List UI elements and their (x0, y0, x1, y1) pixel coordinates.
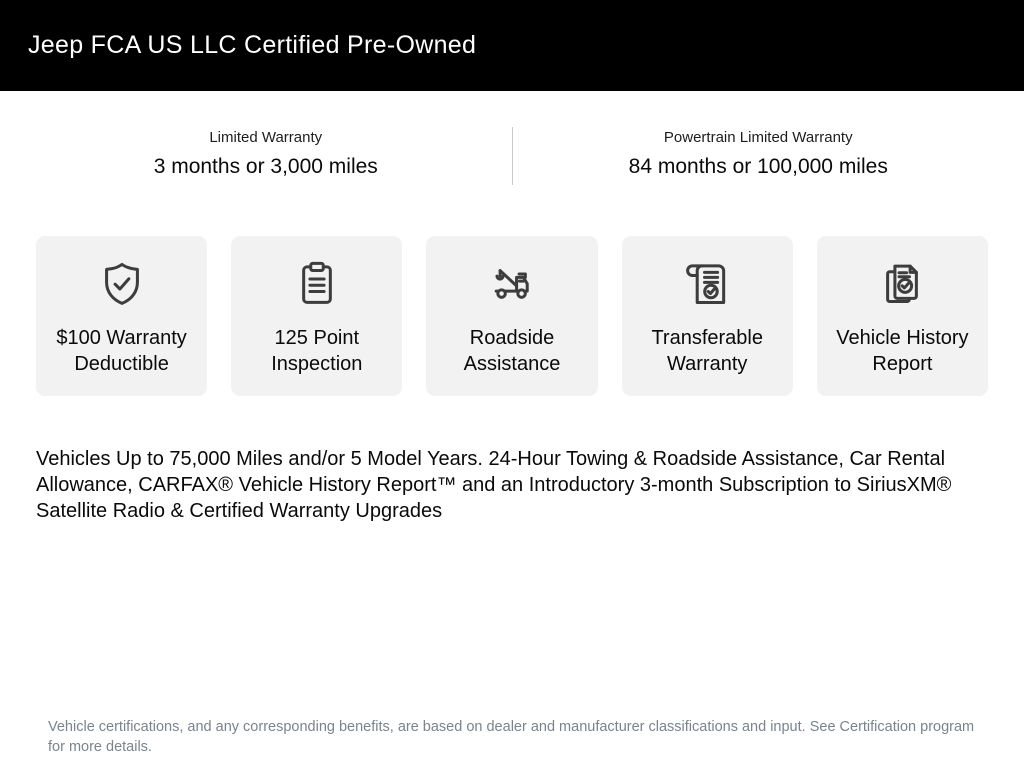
card-roadside-assistance: Roadside Assistance (426, 236, 598, 396)
shield-check-icon (97, 259, 147, 309)
card-label: $100 Warranty Deductible (56, 327, 187, 375)
powertrain-warranty-block: Powertrain Limited Warranty 84 months or… (513, 127, 1005, 185)
program-description: Vehicles Up to 75,000 Miles and/or 5 Mod… (36, 448, 952, 522)
certification-disclaimer: Vehicle certifications, and any correspo… (48, 719, 975, 755)
limited-warranty-block: Limited Warranty 3 months or 3,000 miles (20, 127, 512, 185)
card-label: Vehicle History Report (836, 327, 969, 375)
powertrain-warranty-value: 84 months or 100,000 miles (628, 155, 888, 178)
benefit-cards-row: $100 Warranty Deductible 125 Point Inspe… (36, 236, 989, 396)
certified-preowned-header: Jeep FCA US LLC Certified Pre-Owned (0, 0, 1024, 91)
limited-warranty-value: 3 months or 3,000 miles (153, 155, 378, 178)
limited-warranty-label: Limited Warranty (209, 129, 323, 146)
certificate-check-icon (682, 259, 732, 309)
page-title: Jeep FCA US LLC Certified Pre-Owned (28, 31, 477, 59)
card-point-inspection: 125 Point Inspection (231, 236, 403, 396)
clipboard-checklist-icon (292, 259, 342, 309)
warranty-summary: Limited Warranty 3 months or 3,000 miles… (20, 127, 1004, 185)
card-vehicle-history-report: Vehicle History Report (816, 236, 989, 396)
card-transferable-warranty: Transferable Warranty (621, 236, 793, 396)
card-label: 125 Point Inspection (271, 327, 363, 375)
powertrain-warranty-label: Powertrain Limited Warranty (663, 129, 853, 146)
tow-truck-icon (487, 259, 537, 309)
vertical-divider (511, 127, 513, 185)
card-label: Roadside Assistance (463, 327, 561, 375)
card-label: Transferable Warranty (651, 327, 763, 375)
card-warranty-deductible: $100 Warranty Deductible (36, 236, 208, 396)
documents-check-icon (877, 259, 927, 309)
